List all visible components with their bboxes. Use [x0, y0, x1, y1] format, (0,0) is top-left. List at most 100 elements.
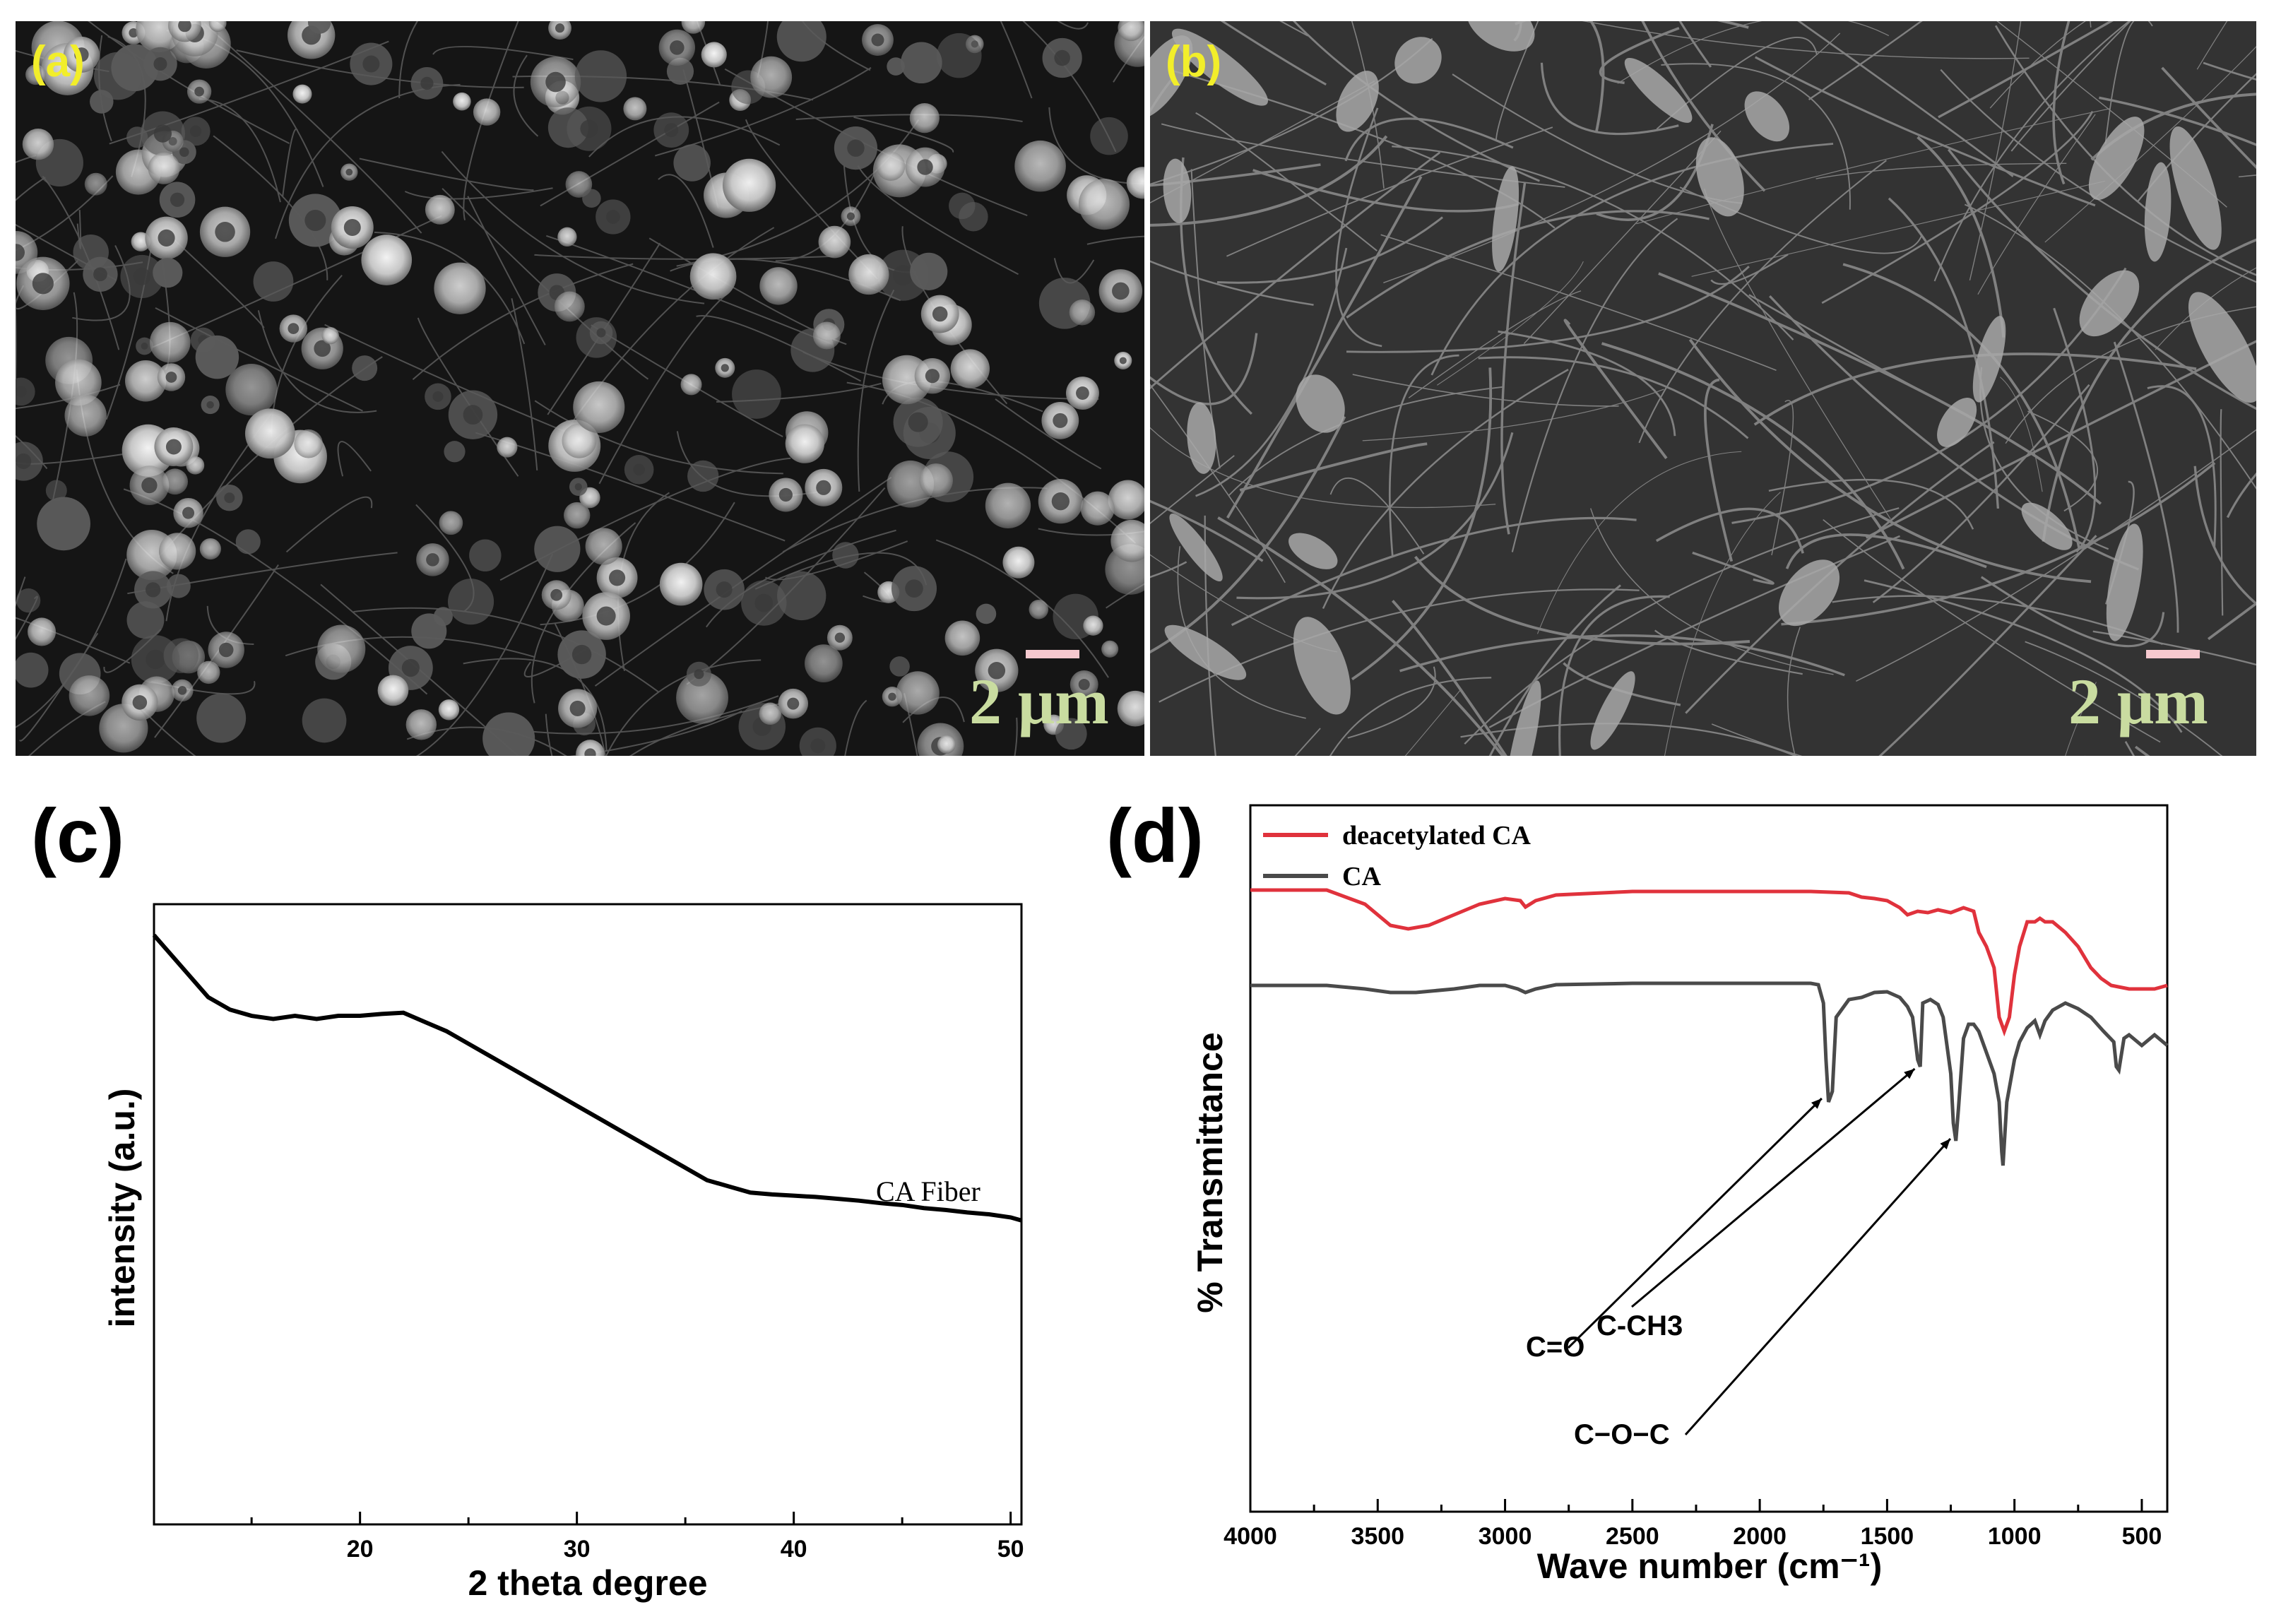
spindle-bead — [1293, 617, 1351, 715]
bead — [447, 579, 494, 625]
fiber — [320, 583, 519, 756]
bead — [93, 52, 142, 100]
fiber — [1500, 182, 1527, 535]
fiber — [2226, 472, 2256, 518]
fiber — [1220, 21, 1327, 85]
fiber — [1217, 516, 1505, 756]
bead — [848, 254, 889, 295]
bead-hole — [550, 588, 563, 601]
bead — [722, 158, 776, 212]
x-ticks-d: 4000 3500 3000 2500 2000 1500 1000 500 — [1224, 1499, 2162, 1550]
fiber — [802, 21, 871, 71]
spindle-bead — [2169, 126, 2222, 250]
fiber — [857, 165, 1019, 275]
fiber — [1582, 21, 2030, 59]
fiber — [1150, 415, 1346, 654]
bead — [444, 441, 466, 463]
bead-hole — [165, 372, 177, 383]
fiber — [935, 539, 1109, 678]
x-tick-label: 1500 — [1861, 1523, 1914, 1550]
spindle-bead — [1336, 71, 1379, 132]
spindle-bead — [1466, 21, 1535, 52]
bead — [937, 32, 982, 78]
fiber — [1150, 455, 1235, 525]
bead-hole — [224, 492, 235, 504]
fiber — [569, 710, 742, 756]
bead — [1101, 640, 1119, 658]
fiber — [1769, 295, 2140, 571]
bead — [673, 144, 711, 182]
spindle-bead — [2079, 270, 2140, 337]
bead-hole — [988, 662, 1006, 680]
x-tick-label: 2500 — [1606, 1523, 1659, 1550]
bead-hole — [1053, 413, 1068, 428]
bead-hole — [426, 553, 439, 567]
fiber — [2000, 377, 2043, 492]
bead — [776, 21, 827, 62]
fiber — [1977, 114, 2096, 295]
fiber — [1392, 146, 1794, 340]
bead-hole — [141, 343, 148, 350]
bead — [469, 539, 502, 571]
bead-hole — [596, 606, 616, 626]
bead — [158, 533, 196, 570]
fiber — [1563, 319, 1668, 460]
bead — [196, 693, 247, 743]
y-axis-label-d: % Transmittance — [1190, 1032, 1230, 1312]
fiber — [1335, 107, 1382, 348]
fiber — [374, 231, 526, 345]
fiber — [1755, 56, 2096, 207]
spindle-bead — [1187, 402, 1216, 474]
bead-hole — [925, 369, 940, 384]
fiber — [2104, 21, 2153, 144]
series-line-ca — [1250, 981, 2169, 1166]
fiber — [1430, 143, 1834, 376]
bead — [1118, 21, 1144, 42]
fiber — [1787, 627, 1801, 756]
fiber — [1329, 477, 1425, 555]
bead — [557, 227, 577, 247]
bead-hole — [605, 210, 620, 224]
fiber — [1150, 135, 1388, 227]
fiber — [285, 636, 536, 658]
fiber — [203, 23, 422, 234]
bead — [377, 675, 409, 706]
fiber — [1391, 600, 1507, 756]
fiber — [1661, 63, 1851, 210]
bead-hole — [129, 28, 138, 38]
annotation-c-o-c: C−O−C — [1574, 1419, 1670, 1450]
bead-hole — [670, 40, 685, 55]
bead-hole — [420, 76, 434, 90]
fiber — [1692, 551, 1775, 585]
bead — [64, 394, 107, 437]
fiber — [605, 659, 762, 756]
fiber — [1947, 148, 2256, 410]
bead — [759, 702, 782, 725]
bead-hole — [170, 192, 185, 207]
spindle-bead — [2021, 502, 2073, 550]
bead — [896, 671, 940, 715]
fiber — [337, 441, 372, 477]
bead — [208, 21, 227, 32]
bead — [1078, 179, 1130, 230]
x-tick-label: 3500 — [1351, 1523, 1404, 1550]
fiber — [1872, 384, 2090, 603]
fiber — [1478, 356, 1749, 439]
fiber — [1216, 216, 1443, 284]
bead — [1069, 300, 1096, 326]
bead — [294, 429, 323, 458]
legend-label: deacetylated CA — [1342, 821, 1532, 850]
spindle-bead — [1163, 158, 1192, 223]
fiber — [2025, 641, 2223, 756]
bead-hole — [584, 748, 596, 756]
fiber — [324, 324, 570, 434]
fiber — [359, 158, 534, 191]
plot-frame-c — [153, 903, 1023, 1526]
fiber — [1464, 507, 1900, 745]
fiber — [1916, 136, 2006, 338]
fiber — [513, 54, 539, 137]
y-axis-label-c: intensity (a.u.) — [102, 1089, 142, 1328]
fiber — [1161, 123, 1565, 188]
fiber — [2027, 410, 2099, 512]
fiber — [16, 175, 114, 251]
